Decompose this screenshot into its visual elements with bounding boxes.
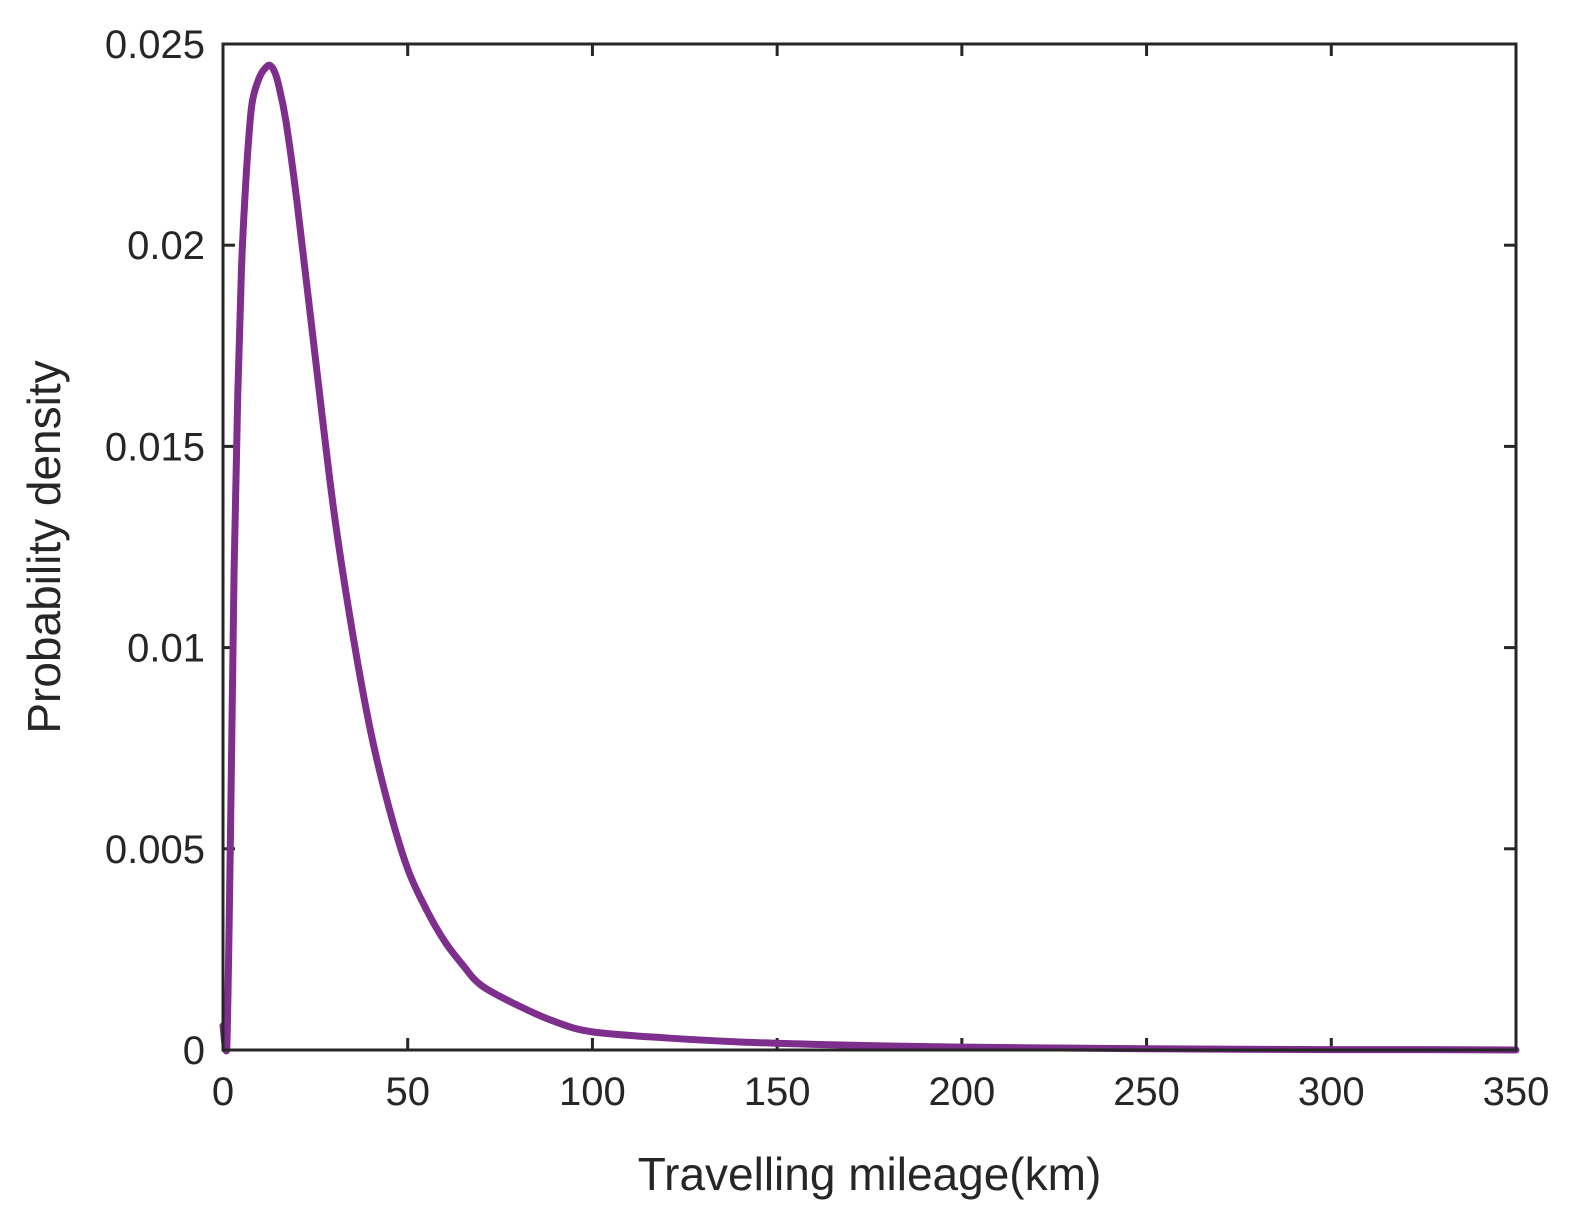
series-line [219, 61, 1520, 1055]
x-tick-label: 0 [212, 1070, 234, 1114]
axes-box [221, 42, 1518, 1052]
x-tick-label: 150 [744, 1070, 811, 1114]
x-axis-label: Travelling mileage(km) [638, 1148, 1102, 1200]
y-tick-label: 0.015 [105, 425, 205, 469]
tick-labels: 0 50 100 150 200 250 300 350 0 0.005 0.01 0.015 0.02… [105, 23, 1549, 1114]
y-axis-label: Probability density [18, 360, 70, 733]
y-tick-label: 0.025 [105, 23, 205, 67]
y-tick-label: 0.005 [105, 828, 205, 872]
x-tick-label: 100 [559, 1070, 626, 1114]
x-tick-label: 250 [1113, 1070, 1180, 1114]
y-tick-label: 0 [183, 1029, 205, 1073]
y-tick-label: 0.02 [127, 224, 205, 268]
x-tick-label: 350 [1483, 1070, 1550, 1114]
x-tick-label: 200 [928, 1070, 995, 1114]
plot-area [223, 44, 1516, 1050]
data-series-group [219, 61, 1520, 1055]
x-tick-label: 300 [1298, 1070, 1365, 1114]
y-tick-label: 0.01 [127, 627, 205, 671]
x-tick-label: 50 [385, 1070, 430, 1114]
